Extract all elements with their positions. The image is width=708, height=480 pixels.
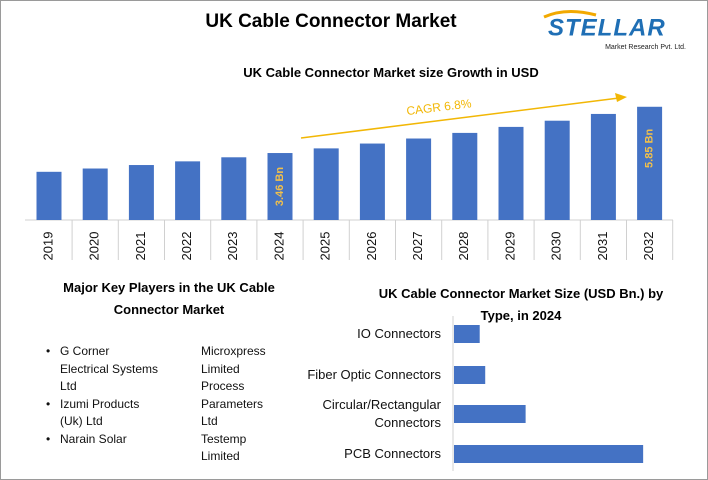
value-label: 5.85 Bn [644,129,656,168]
annotation: CAGR 6.8% [406,96,473,118]
bar [544,120,570,220]
y-tick-label: Fiber Optic Connectors [307,367,441,382]
key-player: Testemp Limited [201,431,247,464]
key-player: G Corner Electrical Systems Ltd [35,343,160,396]
bar [82,168,108,220]
key-player: Microxpress Limited [201,344,266,376]
x-tick-label: 2022 [179,232,194,261]
growth-chart: 2019 2020 2021 2022 2023 2024 3.46 Bn 2025 2026 2… [25,93,674,261]
bar [454,366,486,384]
value-label: 3.46 Bn [274,167,286,206]
logo-swoosh [543,10,597,19]
cagr-arrowhead [615,93,627,102]
type-chart [452,316,644,471]
bar [590,113,616,220]
x-tick-label: 2031 [595,232,610,261]
bar [267,153,293,220]
key-players-column: G Corner Electrical Systems LtdIzumi Pro… [35,343,160,448]
bar [454,325,480,343]
logo: STELLAR Market Research Pvt. Ltd. [543,10,686,51]
bar [454,445,644,463]
x-tick-label: 2021 [133,232,148,261]
x-tick-label: 2030 [549,232,564,261]
bar [36,171,62,220]
key-player: Process Parameters Ltd [201,379,264,428]
bar [128,165,154,220]
bar [313,148,339,220]
x-tick-label: 2024 [271,232,286,261]
bar [406,138,432,220]
x-tick-label: 2019 [40,232,55,261]
chart-title: UK Cable Connector Market size Growth in… [243,65,539,80]
key-players-heading: Major Key Players in the UK Cable Connec… [63,280,275,317]
key-players-column: Microxpress Limited Process Parameters Lt… [201,343,281,466]
y-tick-label: Circular/Rectangular Connectors [322,397,442,430]
logo-name: STELLAR [548,14,666,41]
key-player: Narain Solar [35,431,160,449]
page-title: UK Cable Connector Market [205,11,457,32]
bar [454,405,526,423]
x-tick-label: 2023 [225,232,240,261]
x-tick-label: 2032 [641,232,656,261]
x-tick-label: 2029 [502,232,517,261]
bar [221,157,247,220]
x-tick-label: 2027 [410,232,425,261]
y-tick-label: IO Connectors [357,326,441,341]
chart-title: UK Cable Connector Market Size (USD Bn.)… [378,286,664,323]
y-tick-label: PCB Connectors [344,446,441,461]
key-player: Izumi Products (Uk) Ltd [35,396,160,431]
x-tick-label: 2025 [318,232,333,261]
x-tick-label: 2028 [456,232,471,261]
x-tick-label: 2020 [87,232,102,261]
bar [452,132,478,220]
bar [498,126,524,220]
bar [175,161,201,220]
bar [359,143,385,220]
x-tick-label: 2026 [364,232,379,261]
logo-tagline: Market Research Pvt. Ltd. [605,44,686,51]
bar [637,106,663,220]
cagr-arrow [300,97,620,139]
